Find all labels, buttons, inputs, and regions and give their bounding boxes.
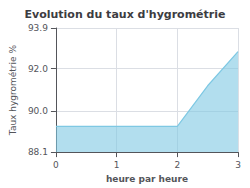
svg-text:93.9: 93.9: [28, 23, 48, 33]
svg-text:0: 0: [53, 160, 59, 170]
svg-text:88.1: 88.1: [28, 147, 48, 157]
svg-text:Evolution du taux d'hygrométri: Evolution du taux d'hygrométrie: [25, 8, 226, 21]
svg-text:3: 3: [235, 160, 241, 170]
svg-text:heure par heure: heure par heure: [106, 174, 188, 184]
svg-text:90.0: 90.0: [28, 106, 48, 116]
svg-text:1: 1: [114, 160, 120, 170]
svg-text:Taux hygrométrie %: Taux hygrométrie %: [8, 45, 18, 137]
svg-text:92.0: 92.0: [28, 64, 48, 74]
svg-text:2: 2: [174, 160, 180, 170]
